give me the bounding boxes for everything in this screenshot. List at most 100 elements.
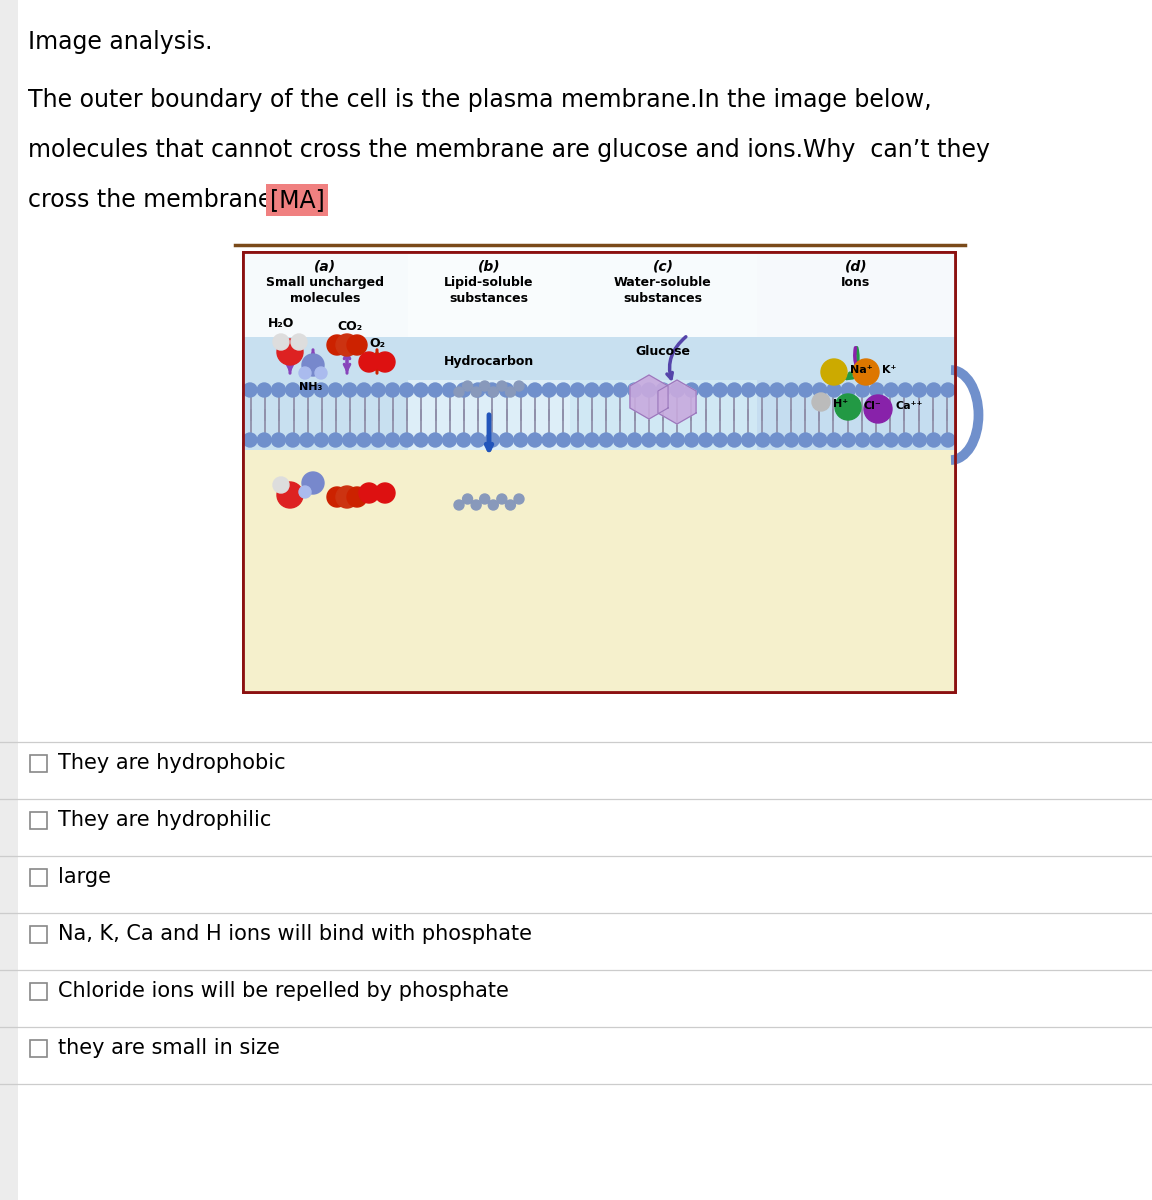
Text: Image analysis.: Image analysis. (28, 30, 212, 54)
Circle shape (314, 433, 328, 446)
Circle shape (336, 334, 358, 356)
Circle shape (756, 433, 770, 446)
Circle shape (386, 433, 400, 446)
Circle shape (314, 367, 327, 379)
Circle shape (599, 383, 613, 397)
Circle shape (500, 383, 514, 397)
Circle shape (514, 382, 524, 391)
Text: [MA]: [MA] (270, 188, 325, 212)
Circle shape (543, 383, 556, 397)
Circle shape (821, 359, 847, 385)
Circle shape (276, 482, 303, 508)
Circle shape (835, 394, 861, 420)
Circle shape (827, 383, 841, 397)
Circle shape (376, 352, 395, 372)
Circle shape (770, 383, 785, 397)
Circle shape (813, 433, 827, 446)
Circle shape (386, 383, 400, 397)
Circle shape (342, 433, 357, 446)
Circle shape (841, 433, 855, 446)
Circle shape (463, 494, 472, 504)
Circle shape (770, 433, 785, 446)
Circle shape (300, 433, 314, 446)
Circle shape (500, 433, 514, 446)
Circle shape (400, 383, 414, 397)
Circle shape (514, 494, 524, 504)
Bar (243, 252, 955, 692)
Circle shape (926, 433, 941, 446)
Circle shape (657, 383, 670, 397)
Text: Small uncharged
molecules: Small uncharged molecules (266, 276, 384, 306)
Text: CO₂: CO₂ (338, 320, 362, 332)
Polygon shape (658, 380, 696, 424)
Text: molecules that cannot cross the membrane are glucose and ions.Why  can’t they: molecules that cannot cross the membrane… (28, 138, 990, 162)
Circle shape (841, 383, 855, 397)
Circle shape (628, 383, 642, 397)
Bar (570, 252, 757, 692)
Circle shape (257, 383, 271, 397)
Bar (243, 450, 955, 692)
Circle shape (497, 382, 507, 391)
Circle shape (327, 335, 347, 355)
Circle shape (342, 383, 357, 397)
Circle shape (585, 383, 599, 397)
Circle shape (543, 433, 556, 446)
Circle shape (442, 433, 456, 446)
Circle shape (485, 433, 499, 446)
Circle shape (670, 433, 684, 446)
Circle shape (657, 433, 670, 446)
Circle shape (302, 354, 324, 376)
Text: NH₃: NH₃ (300, 382, 323, 392)
Circle shape (514, 383, 528, 397)
Circle shape (442, 383, 456, 397)
Text: K⁺: K⁺ (882, 365, 896, 374)
Circle shape (300, 383, 314, 397)
Circle shape (727, 433, 742, 446)
Circle shape (528, 433, 541, 446)
Circle shape (926, 383, 941, 397)
Circle shape (400, 433, 414, 446)
Bar (408, 252, 570, 692)
Circle shape (785, 433, 798, 446)
Circle shape (257, 433, 271, 446)
Circle shape (585, 433, 599, 446)
Circle shape (899, 383, 912, 397)
Circle shape (414, 433, 427, 446)
Circle shape (742, 383, 756, 397)
Circle shape (941, 433, 955, 446)
Text: H⁺: H⁺ (833, 398, 848, 409)
Circle shape (456, 433, 471, 446)
Circle shape (864, 395, 892, 422)
Circle shape (488, 500, 499, 510)
Circle shape (429, 433, 442, 446)
Circle shape (628, 433, 642, 446)
Circle shape (506, 500, 515, 510)
Circle shape (286, 383, 300, 397)
Circle shape (485, 383, 499, 397)
Text: (a): (a) (314, 260, 336, 274)
Circle shape (798, 433, 812, 446)
Circle shape (742, 433, 756, 446)
Circle shape (286, 433, 300, 446)
Circle shape (798, 383, 812, 397)
Bar (30, 812, 47, 829)
Circle shape (327, 487, 347, 506)
Text: The outer boundary of the cell is the plasma membrane.In the image below,: The outer boundary of the cell is the pl… (28, 88, 932, 112)
Circle shape (812, 392, 829, 410)
Circle shape (359, 482, 379, 503)
Circle shape (570, 433, 584, 446)
Text: O₂: O₂ (369, 337, 385, 350)
Text: Chloride ions will be repelled by phosphate: Chloride ions will be repelled by phosph… (58, 982, 509, 1001)
Circle shape (684, 383, 698, 397)
Text: cross the membrane?: cross the membrane? (28, 188, 293, 212)
Circle shape (336, 486, 358, 508)
Text: They are hydrophobic: They are hydrophobic (58, 754, 286, 773)
Circle shape (727, 383, 742, 397)
Circle shape (291, 334, 306, 350)
Bar (30, 926, 47, 943)
Circle shape (556, 433, 570, 446)
Text: They are hydrophilic: They are hydrophilic (58, 810, 272, 830)
Circle shape (713, 433, 727, 446)
Circle shape (471, 386, 482, 397)
Circle shape (300, 486, 311, 498)
